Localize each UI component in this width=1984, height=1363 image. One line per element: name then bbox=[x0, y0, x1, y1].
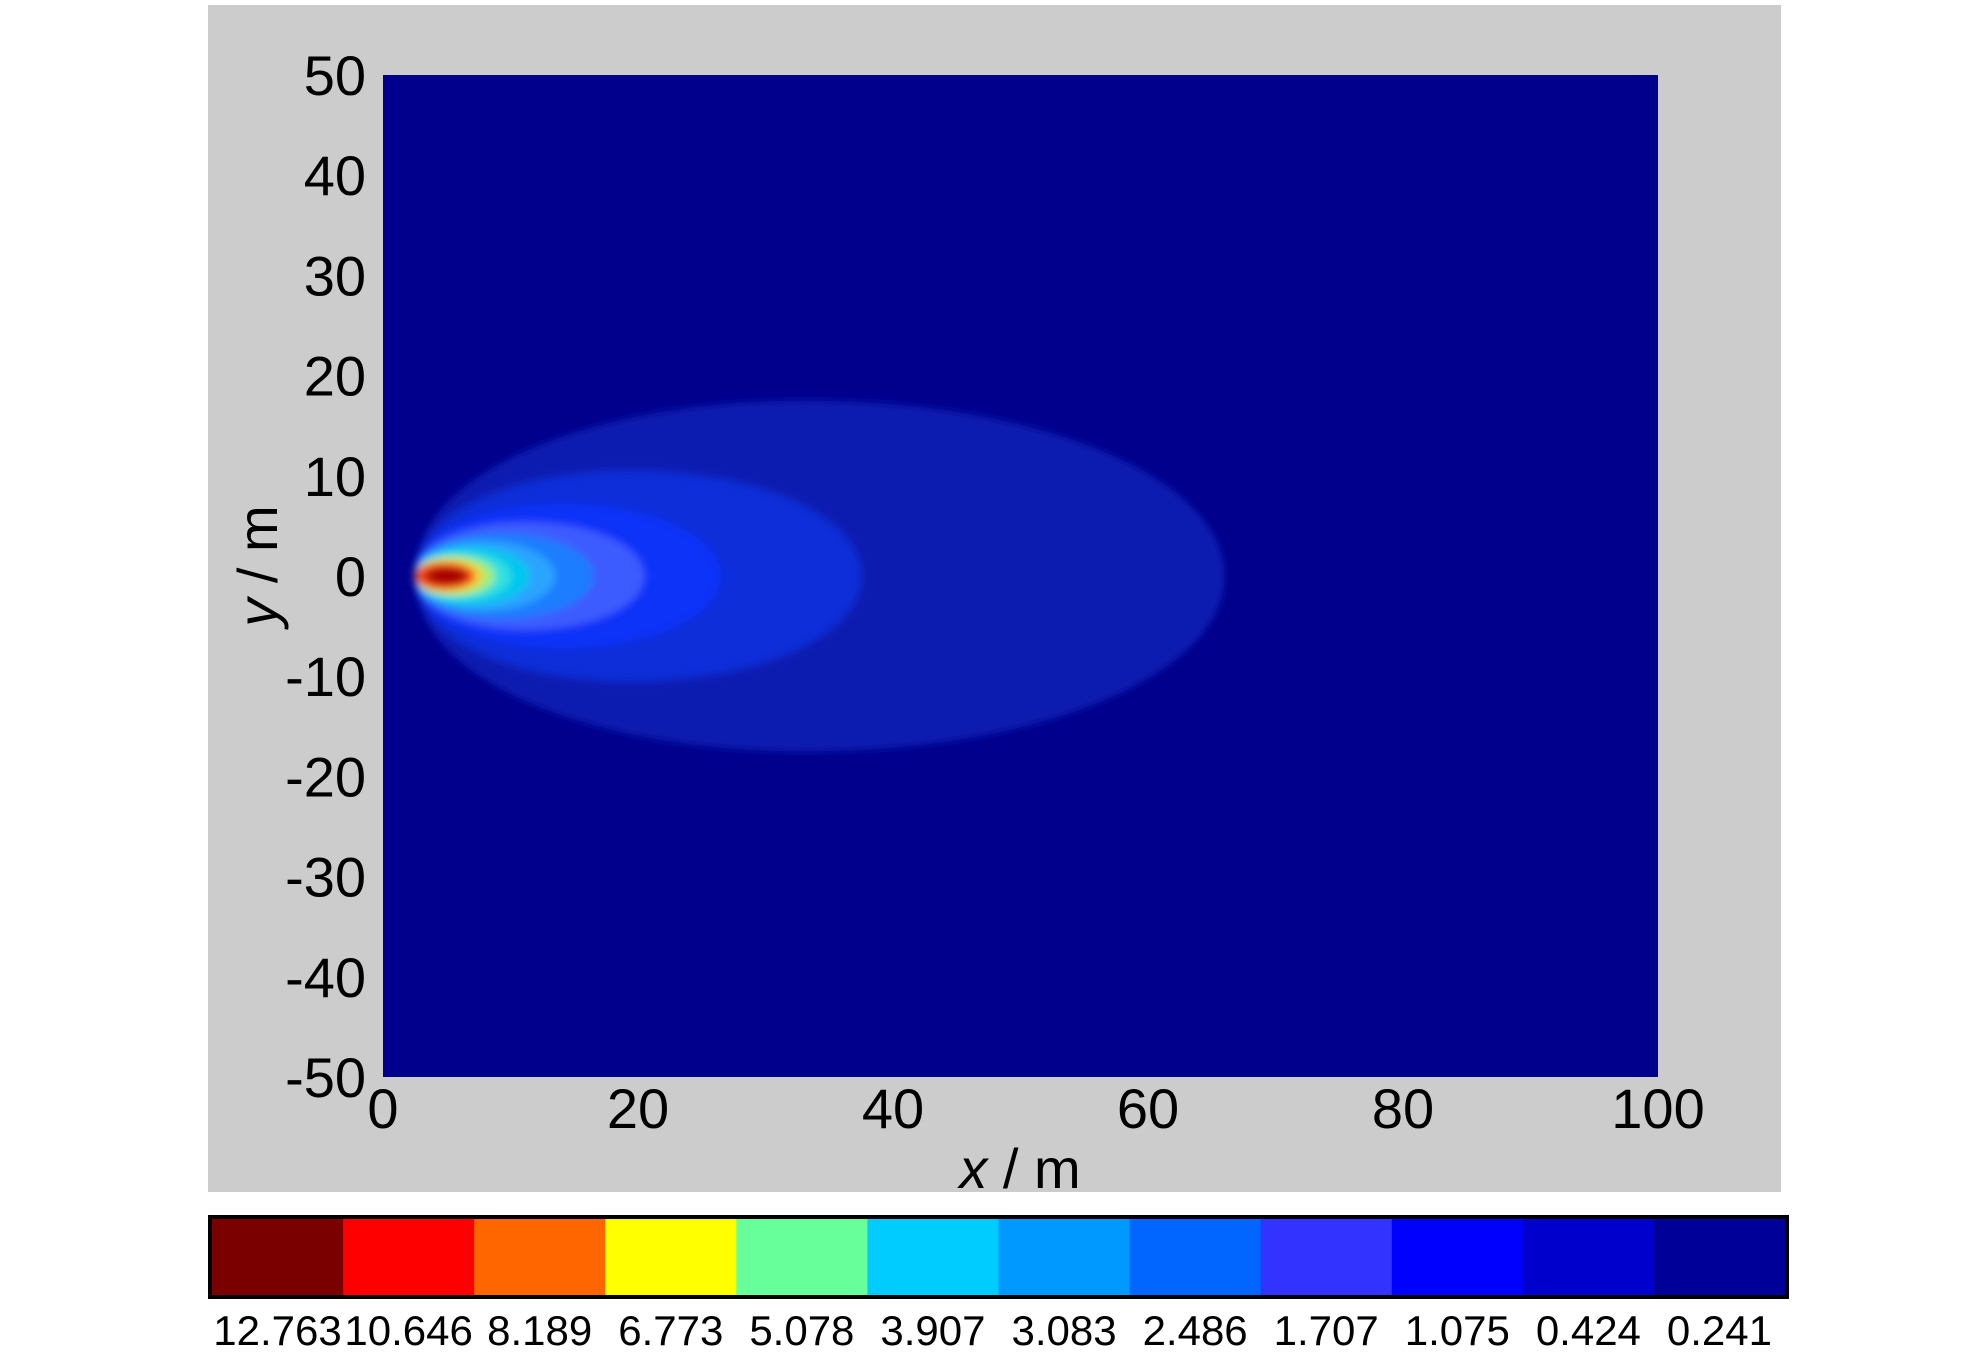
x-tick-label: 20 bbox=[607, 1077, 669, 1140]
colorbar-label: 3.083 bbox=[1011, 1307, 1116, 1354]
colorbar-label: 1.075 bbox=[1405, 1307, 1510, 1354]
colorbar bbox=[212, 1219, 1786, 1295]
y-tick-label: 40 bbox=[304, 144, 366, 207]
colorbar-label: 10.646 bbox=[344, 1307, 472, 1354]
colorbar-swatch bbox=[343, 1219, 475, 1295]
colorbar-swatch bbox=[736, 1219, 868, 1295]
y-axis-ticks: 50 40 30 20 10 0 -10 -20 -30 -40 -50 bbox=[285, 44, 366, 1109]
x-tick-label: 40 bbox=[862, 1077, 924, 1140]
colorbar-labels: 12.763 10.646 8.189 6.773 5.078 3.907 3.083 2.4… bbox=[213, 1307, 1772, 1354]
colorbar-swatch bbox=[1129, 1219, 1262, 1295]
y-tick-label: 50 bbox=[304, 44, 366, 107]
y-tick-label: 0 bbox=[335, 545, 366, 608]
x-axis-title: x / m bbox=[956, 1137, 1080, 1200]
y-tick-label: -40 bbox=[285, 946, 366, 1009]
y-axis-title: y / m bbox=[226, 505, 289, 630]
y-tick-label: 30 bbox=[304, 244, 366, 307]
colorbar-label: 5.078 bbox=[749, 1307, 854, 1354]
colorbar-swatch bbox=[212, 1219, 344, 1295]
colorbar-swatch bbox=[605, 1219, 737, 1295]
x-tick-label: 0 bbox=[367, 1077, 398, 1140]
colorbar-label: 2.486 bbox=[1143, 1307, 1248, 1354]
colorbar-label: 0.241 bbox=[1667, 1307, 1772, 1354]
x-tick-label: 60 bbox=[1117, 1077, 1179, 1140]
contour-plume bbox=[414, 400, 1225, 752]
x-axis-ticks: 0 20 40 60 80 100 bbox=[367, 1077, 1704, 1140]
colorbar-swatch bbox=[867, 1219, 999, 1295]
colorbar-swatch bbox=[1653, 1219, 1786, 1295]
contour-band bbox=[426, 567, 468, 585]
x-tick-label: 100 bbox=[1611, 1077, 1704, 1140]
colorbar-label: 12.763 bbox=[213, 1307, 341, 1354]
y-tick-label: 20 bbox=[304, 345, 366, 408]
colorbar-label: 1.707 bbox=[1274, 1307, 1379, 1354]
colorbar-swatch bbox=[998, 1219, 1131, 1295]
y-tick-label: -20 bbox=[285, 745, 366, 808]
colorbar-label: 8.189 bbox=[487, 1307, 592, 1354]
colorbar-frame bbox=[208, 1215, 1789, 1299]
colorbar-label: 3.907 bbox=[880, 1307, 985, 1354]
colorbar-label: 6.773 bbox=[618, 1307, 723, 1354]
colorbar-swatch bbox=[474, 1219, 606, 1295]
y-tick-label: -10 bbox=[285, 645, 366, 708]
x-tick-label: 80 bbox=[1372, 1077, 1434, 1140]
colorbar-swatch bbox=[1522, 1219, 1655, 1295]
colorbar-swatch bbox=[1391, 1219, 1524, 1295]
y-tick-label: -50 bbox=[285, 1046, 366, 1109]
y-tick-label: -30 bbox=[285, 846, 366, 909]
colorbar-swatch bbox=[1260, 1219, 1393, 1295]
y-tick-label: 10 bbox=[304, 445, 366, 508]
colorbar-label: 0.424 bbox=[1536, 1307, 1641, 1354]
